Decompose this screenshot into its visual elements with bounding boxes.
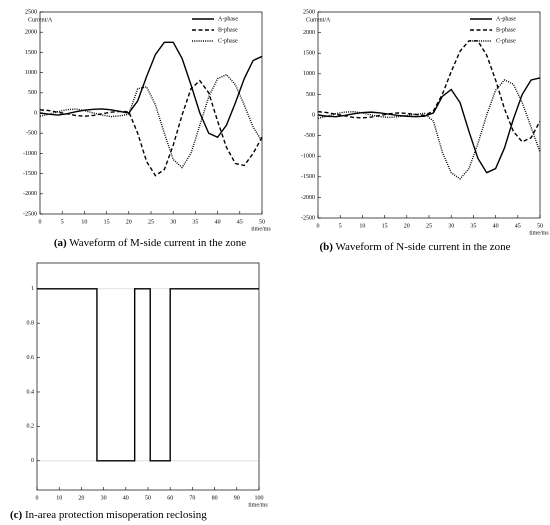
x-tick-label: 50 [145, 495, 151, 501]
y-tick-label: 1500 [303, 51, 315, 57]
x-tick-label: 25 [148, 219, 154, 225]
y-tick-label: 0 [312, 112, 315, 118]
y-tick-label: -2000 [301, 195, 315, 201]
x-tick-label: 0 [317, 223, 320, 229]
x-tick-label: 15 [382, 223, 388, 229]
legend-label: A-phase [218, 16, 238, 22]
x-tick-label: 30 [101, 495, 107, 501]
y-tick-label: 1500 [25, 50, 37, 56]
y-tick-label: 1000 [303, 71, 315, 77]
x-tick-label: 0 [36, 495, 39, 501]
y-tick-label: 500 [28, 90, 37, 96]
x-tick-label: 0 [39, 219, 42, 225]
x-tick-label: 40 [493, 223, 499, 229]
y-tick-label: 2000 [303, 30, 315, 36]
x-tick-label: 40 [123, 495, 129, 501]
x-tick-label: 10 [359, 223, 365, 229]
y-tick-label: -2500 [23, 211, 37, 217]
y-tick-label: -500 [304, 133, 315, 139]
x-tick-label: 5 [61, 219, 64, 225]
series-line [39, 79, 263, 177]
x-tick-label: 80 [212, 495, 218, 501]
y-tick-label: -1500 [23, 171, 37, 177]
caption: (b) Waveform of N-side current in the zo… [319, 241, 510, 253]
caption-label: (c) [10, 509, 23, 521]
series-line [317, 40, 541, 143]
y-tick-label: 0 [31, 458, 34, 464]
legend-label: C-phase [218, 38, 238, 44]
x-axis-label: time/ms [251, 226, 271, 232]
caption: (a) Waveform of M-side current in the zo… [54, 237, 246, 249]
x-tick-label: 50 [259, 219, 265, 225]
x-axis-label: time/ms [529, 230, 549, 236]
x-tick-label: 30 [448, 223, 454, 229]
legend-label: A-phase [496, 16, 516, 22]
x-tick-label: 25 [426, 223, 432, 229]
x-tick-label: 5 [339, 223, 342, 229]
y-tick-label: -1500 [301, 174, 315, 180]
caption-label: (a) [54, 237, 67, 249]
x-tick-label: 100 [255, 495, 264, 501]
x-tick-label: 30 [170, 219, 176, 225]
legend-label: B-phase [218, 27, 238, 33]
y-tick-label: -2500 [301, 215, 315, 221]
y-tick-label: 0.6 [27, 355, 35, 361]
caption-text: Waveform of N-side current in the zone [335, 241, 510, 253]
y-tick-label: 2000 [25, 30, 37, 36]
y-axis-label: Current/A [28, 17, 53, 23]
series-line [317, 79, 541, 180]
series-line [39, 41, 263, 139]
x-tick-label: 20 [404, 223, 410, 229]
plot-frame [36, 262, 260, 491]
caption: (c) In-area protection misoperation recl… [10, 509, 207, 521]
y-tick-label: 0.8 [27, 321, 35, 327]
x-tick-label: 60 [167, 495, 173, 501]
legend-label: C-phase [496, 38, 516, 44]
x-tick-label: 45 [237, 219, 243, 225]
series-line [37, 288, 259, 462]
y-tick-label: 2500 [303, 9, 315, 15]
caption-text: Waveform of M-side current in the zone [69, 237, 246, 249]
series-line [39, 73, 263, 169]
legend-label: B-phase [496, 27, 516, 33]
y-tick-label: 500 [306, 92, 315, 98]
x-tick-label: 35 [470, 223, 476, 229]
x-tick-label: 50 [537, 223, 543, 229]
y-tick-label: 2500 [25, 9, 37, 15]
y-tick-label: 0.4 [27, 389, 35, 395]
x-tick-label: 35 [192, 219, 198, 225]
x-tick-label: 45 [515, 223, 521, 229]
y-tick-label: -2000 [23, 191, 37, 197]
x-axis-label: time/ms [248, 502, 268, 508]
y-tick-label: 0 [34, 110, 37, 116]
x-tick-label: 15 [104, 219, 110, 225]
x-tick-label: 10 [56, 495, 62, 501]
y-tick-label: 0.2 [27, 424, 35, 430]
x-tick-label: 40 [215, 219, 221, 225]
caption-label: (b) [319, 241, 333, 253]
y-tick-label: -500 [26, 131, 37, 137]
caption-text: In-area protection misoperation reclosin… [25, 509, 207, 521]
x-tick-label: 20 [126, 219, 132, 225]
series-line [317, 77, 541, 174]
y-tick-label: -1000 [301, 154, 315, 160]
y-tick-label: 1 [31, 286, 34, 292]
x-tick-label: 90 [234, 495, 240, 501]
x-tick-label: 20 [78, 495, 84, 501]
y-tick-label: 1000 [25, 70, 37, 76]
y-axis-label: Current/A [306, 17, 331, 23]
x-tick-label: 70 [189, 495, 195, 501]
x-tick-label: 10 [81, 219, 87, 225]
y-tick-label: -1000 [23, 151, 37, 157]
